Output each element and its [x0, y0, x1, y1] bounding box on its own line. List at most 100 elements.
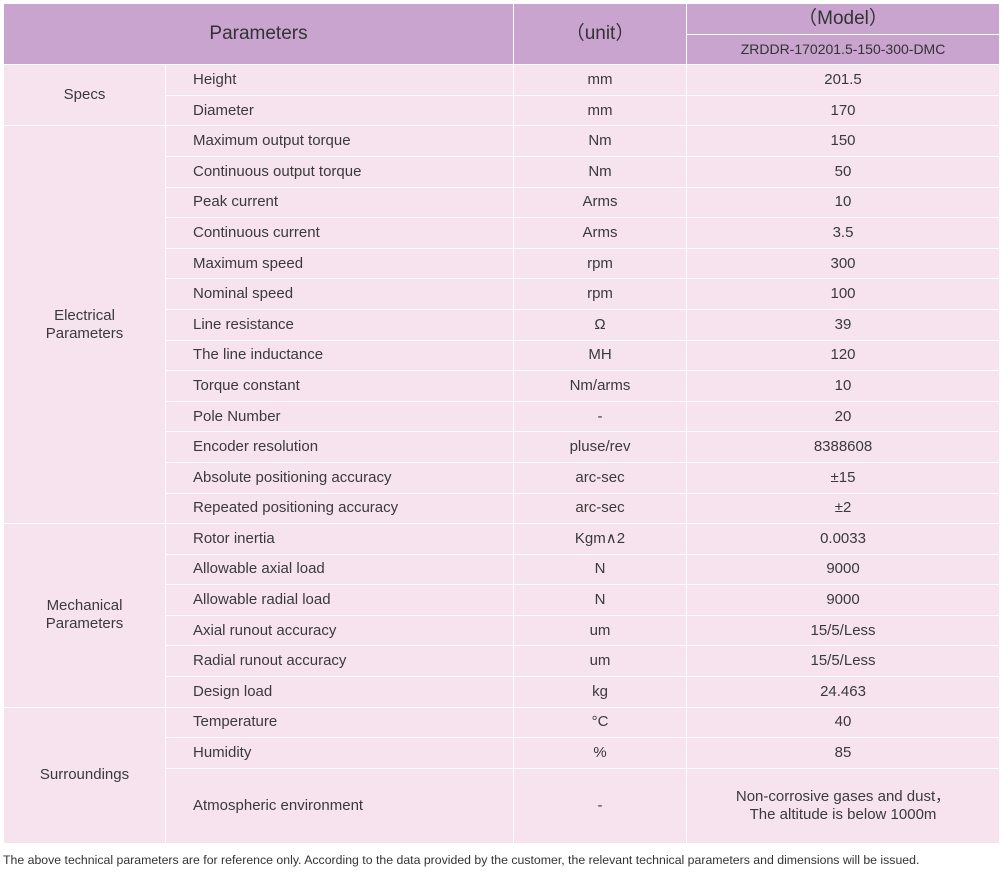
unit: Nm/arms [513, 370, 688, 402]
parameter-name: Torque constant [164, 370, 515, 402]
parameter-name: Maximum speed [164, 247, 515, 280]
unit: - [513, 400, 688, 433]
table-row: Continuous output torque Nm 50 [4, 155, 1000, 188]
value-line: The altitude is below 1000m [749, 805, 937, 823]
unit: % [513, 737, 688, 769]
value: 170 [686, 94, 1000, 127]
value: 10 [686, 370, 1000, 402]
unit: rpm [513, 247, 688, 280]
parameters-header: Parameters [2, 2, 515, 66]
table-row: Maximum speed rpm 300 [4, 247, 1000, 280]
value: 50 [686, 155, 1000, 188]
table-row: Continuous current Arms 3.5 [4, 217, 1000, 249]
unit: °C [513, 706, 688, 739]
unit: Arms [513, 217, 688, 249]
table-row: Radial runout accuracy um 15/5/Less [4, 645, 1000, 678]
parameter-name: Pole Number [164, 400, 515, 433]
value: 100 [686, 278, 1000, 310]
unit: N [513, 553, 688, 586]
unit: Arms [513, 186, 688, 219]
value: 10 [686, 186, 1000, 219]
unit: mm [513, 64, 688, 96]
table-row: Encoder resolution pluse/rev 8388608 [4, 431, 1000, 463]
value: 85 [686, 737, 1000, 769]
table-row: Specs Height mm 201.5 [3, 64, 1000, 127]
unit: um [513, 645, 688, 678]
unit: N [513, 584, 688, 616]
value: 3.5 [686, 217, 1000, 249]
value-line: Non-corrosive gases and dust， [735, 787, 951, 805]
parameter-name: Repeated positioning accuracy [164, 492, 515, 525]
unit: arc-sec [513, 461, 688, 494]
parameter-name: Maximum output torque [164, 125, 515, 157]
table-row: Absolute positioning accuracy arc-sec ±15 [4, 461, 1000, 494]
value: 8388608 [686, 431, 1000, 463]
unit: Nm [513, 125, 688, 157]
group-name: Surroundings [3, 706, 166, 844]
group-name: Specs [3, 64, 166, 127]
value: 9000 [686, 553, 1000, 586]
header-row: ZRDDR-170201.5-150-300-DMC [4, 33, 1000, 66]
parameter-name: Temperature [164, 706, 515, 739]
parameter-name: Humidity [164, 737, 515, 769]
parameter-name: Allowable radial load [164, 584, 515, 616]
parameter-name: Axial runout accuracy [164, 614, 515, 647]
parameter-name: Rotor inertia [164, 523, 515, 555]
parameter-name: Radial runout accuracy [164, 645, 515, 678]
value: Non-corrosive gases and dust， The altitud… [686, 767, 1000, 844]
value: 9000 [686, 584, 1000, 616]
group-name: Electrical Parameters [3, 125, 166, 525]
unit: MH [513, 339, 688, 372]
unit: mm [513, 94, 688, 127]
value: 15/5/Less [686, 645, 1000, 678]
unit-header: （unit） [513, 2, 688, 66]
header-row: Parameters （unit） （Model） [2, 2, 1000, 66]
parameter-name: Height [164, 64, 515, 96]
value: 15/5/Less [686, 614, 1000, 647]
parameter-name: Continuous current [164, 217, 515, 249]
table-row: Design load kg 24.463 [4, 676, 1000, 708]
value: 40 [686, 706, 1000, 739]
parameter-name: Peak current [164, 186, 515, 219]
table-row: Mechanical Parameters Rotor inertia Kgm∧2 0… [3, 523, 1000, 708]
parameter-name: Line resistance [164, 308, 515, 341]
value: 120 [686, 339, 1000, 372]
table-row: The line inductance MH 120 [4, 339, 1000, 372]
parameter-name: Diameter [164, 94, 515, 127]
unit: rpm [513, 278, 688, 310]
table-row: Surroundings Temperature °C 40 [3, 706, 1000, 844]
unit: - [513, 767, 688, 844]
value: 201.5 [686, 64, 1000, 96]
table-row: Torque constant Nm/arms 10 [4, 370, 1000, 402]
parameter-name: Nominal speed [164, 278, 515, 310]
value: 39 [686, 308, 1000, 341]
table-row: Humidity% 85 [4, 737, 1000, 769]
unit: Ω [513, 308, 688, 341]
parameter-name: Allowable axial load [164, 553, 515, 586]
parameter-name: Absolute positioning accuracy [164, 461, 515, 494]
parameter-name: Encoder resolution [164, 431, 515, 463]
parameter-name: Atmospheric environment [164, 767, 515, 844]
table-body: Specs Height mm 201.5 Diameter mm 170 Electrica… [3, 64, 1000, 844]
value: 20 [686, 400, 1000, 433]
group-name: Mechanical Parameters [3, 523, 166, 708]
table-row: Electrical Parameters Maximum output torq… [3, 125, 1000, 525]
table-header: Parameters （unit） （Model） ZRDDR-170201.5… [2, 2, 1000, 66]
value: 24.463 [686, 676, 1000, 708]
unit: um [513, 614, 688, 647]
value: ±15 [686, 461, 1000, 494]
table-row: Atmospheric environment - Non-corrosive ga… [4, 767, 1000, 844]
model-label: （Model） [686, 3, 1000, 35]
parameter-name: Continuous output torque [164, 155, 515, 188]
spec-table: Parameters （unit） （Model） ZRDDR-170201.5… [2, 2, 1000, 844]
table-row: Diameter mm 170 [4, 94, 1000, 127]
parameter-name: The line inductance [164, 339, 515, 372]
footnote: The above technical parameters are for r… [3, 853, 920, 867]
table-row: Pole Number -20 [4, 400, 1000, 433]
model-name: ZRDDR-170201.5-150-300-DMC [686, 33, 1000, 66]
value: ±2 [686, 492, 1000, 525]
unit: Nm [513, 155, 688, 188]
table-row: Repeated positioning accuracy arc-sec ±2 [4, 492, 1000, 525]
